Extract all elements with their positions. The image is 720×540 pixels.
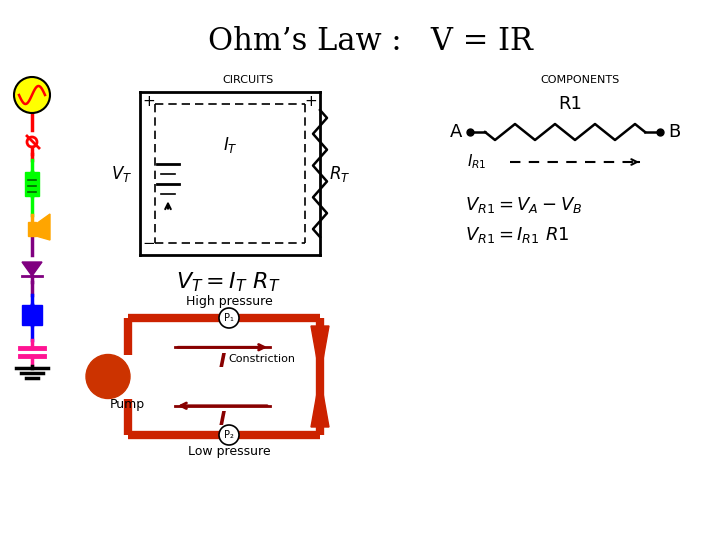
- Text: P₂: P₂: [224, 430, 234, 440]
- Text: A: A: [450, 123, 462, 141]
- Text: $I_T$: $I_T$: [222, 135, 238, 155]
- Text: $R_T$: $R_T$: [329, 164, 351, 184]
- Text: High pressure: High pressure: [186, 295, 272, 308]
- Text: R1: R1: [558, 95, 582, 113]
- Text: I: I: [218, 352, 225, 371]
- Text: $V_{R1}= I_{R1}\ R1$: $V_{R1}= I_{R1}\ R1$: [465, 225, 570, 245]
- Text: $I_{R1}$: $I_{R1}$: [467, 153, 487, 171]
- Circle shape: [219, 308, 239, 328]
- FancyBboxPatch shape: [22, 305, 42, 325]
- FancyBboxPatch shape: [28, 222, 36, 236]
- Text: B: B: [668, 123, 680, 141]
- Text: P₁: P₁: [224, 313, 234, 323]
- Polygon shape: [36, 214, 50, 240]
- Text: Pump: Pump: [110, 398, 145, 411]
- Text: +: +: [143, 94, 156, 110]
- FancyBboxPatch shape: [25, 172, 39, 196]
- Text: Ohm’s Law :   V = IR: Ohm’s Law : V = IR: [207, 26, 532, 57]
- Text: Constriction: Constriction: [228, 354, 295, 363]
- Text: I: I: [218, 410, 225, 429]
- Circle shape: [14, 77, 50, 113]
- Text: −: −: [143, 235, 156, 251]
- Text: $V_{R1}= V_A - V_B$: $V_{R1}= V_A - V_B$: [465, 195, 582, 215]
- Polygon shape: [311, 326, 329, 376]
- Text: $V_T = I_T\ R_T$: $V_T = I_T\ R_T$: [176, 270, 280, 294]
- Text: COMPONENTS: COMPONENTS: [541, 75, 620, 85]
- Text: CIRCUITS: CIRCUITS: [222, 75, 274, 85]
- Circle shape: [219, 425, 239, 445]
- Text: $V_T$: $V_T$: [112, 164, 132, 184]
- Text: +: +: [305, 94, 318, 110]
- Circle shape: [86, 354, 130, 399]
- Polygon shape: [22, 262, 42, 276]
- Text: Low pressure: Low pressure: [188, 444, 270, 457]
- Polygon shape: [311, 376, 329, 427]
